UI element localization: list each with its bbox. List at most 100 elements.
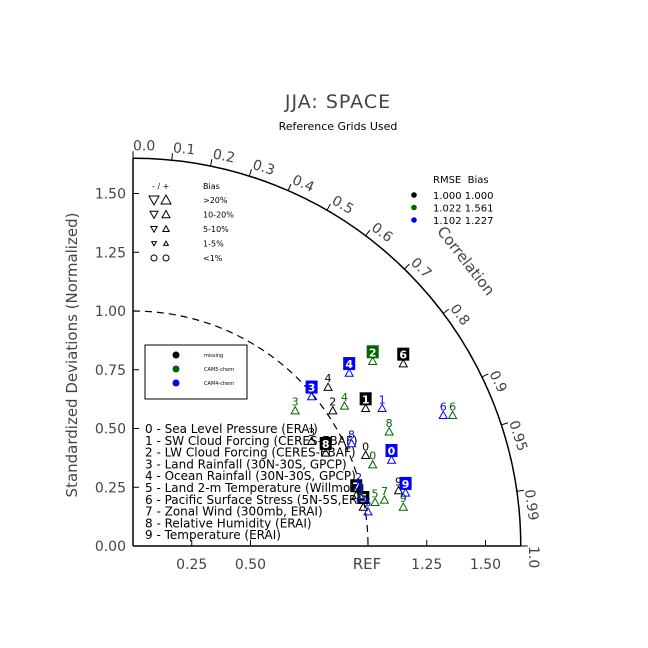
rmse-legend-row: 1.022 1.561 [433, 204, 493, 215]
point-label: 2 [355, 471, 362, 484]
bias-positive-marker [162, 240, 170, 246]
rmse-legend-row: 1.000 1.000 [433, 191, 493, 202]
rmse-legend-title: RMSE Bias [433, 175, 489, 186]
bias-legend-title: Bias [203, 182, 220, 191]
point-marker [393, 485, 404, 495]
case-legend-label: missing [204, 353, 223, 359]
point-label: 1 [362, 393, 370, 406]
chart-subtitle: Reference Grids Used [279, 120, 398, 133]
correlation-tick [481, 373, 489, 378]
point-label-box [399, 476, 412, 490]
point-marker [379, 494, 390, 504]
point-marker [370, 497, 380, 506]
correlation-tick-label: 0.8 [446, 301, 472, 328]
variable-list: 0 - Sea Level Pressure (ERAI)1 - SW Clou… [145, 422, 370, 542]
point-label: 7 [381, 485, 388, 498]
correlation-tick [442, 308, 450, 314]
rmse-legend-dot [411, 192, 417, 198]
point-label: 6 [449, 400, 456, 413]
point-marker [306, 391, 317, 401]
point-label: 4 [325, 372, 332, 385]
point-marker [363, 506, 373, 516]
y-tick-label: 1.25 [95, 245, 126, 261]
point-label: 6 [399, 349, 407, 362]
correlation-arc [132, 157, 522, 547]
correlation-tick-label: 0.7 [407, 255, 434, 282]
y-tick-label: 1.00 [95, 304, 126, 320]
correlation-tick [365, 229, 371, 237]
point-label: 2 [369, 346, 377, 359]
point-marker [344, 368, 355, 377]
point-marker [377, 403, 387, 412]
bias-negative-marker [150, 241, 158, 247]
correlation-tick [210, 159, 213, 167]
correlation-tick [501, 422, 509, 426]
variable-list-item: 7 - Zonal Wind (300mb, ERAI) [145, 505, 323, 519]
point-label: 5 [365, 497, 372, 510]
point-marker [360, 403, 371, 412]
variable-list-item: 2 - LW Cloud Forcing (CERES-EBAF) [145, 446, 356, 460]
point-label-box [305, 380, 318, 394]
y-tick-label: 0.00 [95, 539, 126, 555]
y-tick-label: 0.50 [95, 422, 126, 438]
variable-list-item: 8 - Relative Humidity (ERAI) [145, 516, 312, 530]
x-tick-label: 0.25 [176, 557, 207, 573]
point-label: 0 [362, 440, 369, 453]
point-marker [327, 405, 338, 415]
variable-list-item: 6 - Pacific Surface Stress (5N-5S,ERS) [145, 493, 370, 507]
point-marker [398, 358, 409, 368]
bias-legend-row: >20% [203, 196, 228, 205]
bias-legend-row: 10-20% [203, 211, 234, 220]
bias-positive-marker [160, 193, 172, 205]
ref-label: REF [353, 555, 382, 573]
point-label: 2 [329, 396, 336, 409]
bias-legend-signs: - / + [152, 182, 169, 191]
x-axis-ticks: 0.25 0.50 1.25 1.50 [176, 540, 501, 573]
bias-negative-marker [149, 225, 159, 234]
point-label: 3 [292, 396, 299, 409]
point-marker [400, 487, 411, 497]
point-marker [438, 410, 449, 420]
point-marker [367, 356, 378, 365]
correlation-tick [516, 489, 524, 492]
point-label-box [319, 436, 332, 450]
case-legend-dot [172, 379, 180, 387]
point-label: 0 [388, 445, 396, 458]
case-legend-dot [172, 351, 180, 359]
point-label-box [366, 345, 379, 359]
point-label: 1 [379, 393, 386, 406]
y-tick-label: 1.50 [95, 187, 126, 203]
correlation-tick-label: 0.2 [211, 146, 236, 166]
point-label: 0 [369, 450, 376, 463]
point-label: 4 [345, 358, 353, 371]
point-label: 4 [341, 391, 348, 404]
point-label: 5 [372, 487, 379, 500]
point-label: 8 [322, 438, 330, 451]
point-marker [323, 382, 333, 391]
point-marker [356, 490, 366, 499]
point-label-box [343, 357, 356, 371]
point-label: 9 [395, 476, 402, 489]
point-marker [306, 436, 317, 445]
point-label: 9 [400, 492, 407, 505]
case-legend-label: CAM4-chem [204, 381, 234, 387]
variable-list-item: 1 - SW Cloud Forcing (CERES-EBAF) [145, 434, 358, 448]
point-label-box [397, 347, 410, 361]
point-marker [384, 426, 394, 436]
bias-neutral-marker [150, 254, 158, 262]
variable-list-item: 3 - Land Rainfall (30N-30S, GPCP) [145, 457, 347, 471]
case-legend-box [144, 344, 248, 400]
point-label: 6 [440, 400, 447, 413]
point-marker [346, 438, 357, 448]
point-label: 7 [357, 483, 364, 496]
bias-neutral-marker [162, 254, 170, 262]
rmse-legend-row: 1.102 1.227 [433, 216, 493, 227]
bias-legend-row: 5-10% [203, 225, 229, 234]
point-label: 3 [308, 426, 315, 439]
y-tick-label: 0.75 [95, 363, 126, 379]
variable-list-item: 0 - Sea Level Pressure (ERAI) [145, 422, 318, 436]
correlation-tick-label: 0.1 [172, 140, 196, 158]
point-marker [398, 501, 409, 511]
correlation-tick-label: 0.99 [521, 488, 541, 521]
